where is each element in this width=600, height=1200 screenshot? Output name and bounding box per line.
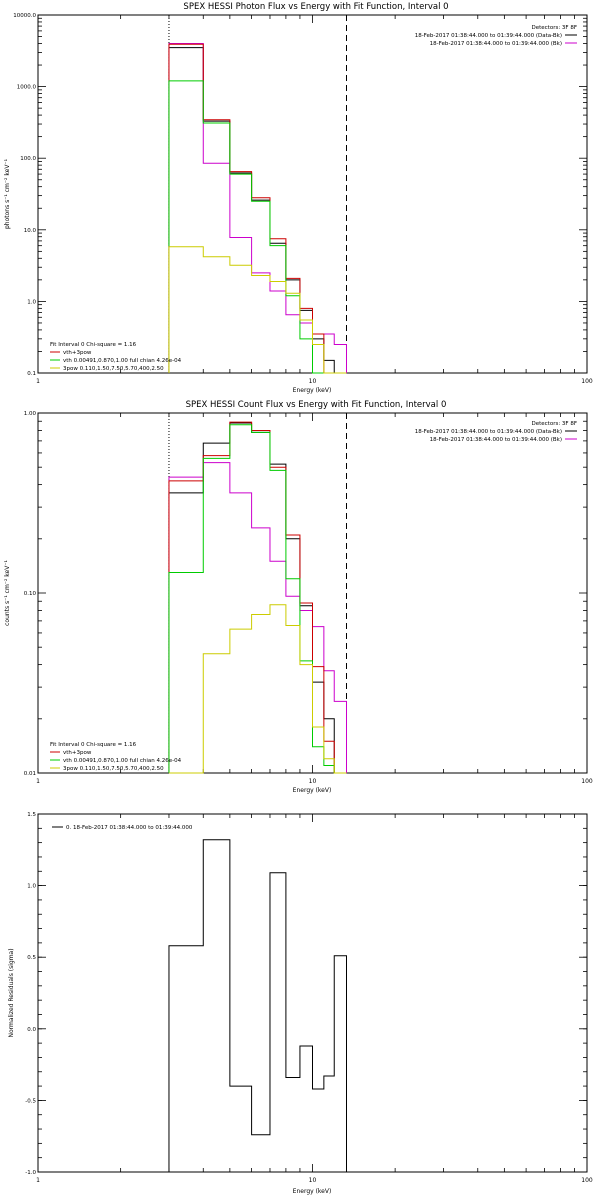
fit-entry-label: vth+3pow	[63, 350, 92, 356]
fit-entry-label: vth+3pow	[63, 750, 92, 756]
y-tick-label: 0.0	[27, 1027, 36, 1033]
legend-entry-label: 18-Feb-2017 01:38:44.000 to 01:39:44.000…	[415, 429, 562, 435]
y-axis-label: Normalized Residuals (sigma)	[8, 948, 15, 1037]
y-tick-label: 1.5	[27, 812, 36, 818]
spex-figure: SPEX HESSI Photon Flux vs Energy with Fi…	[0, 0, 600, 1200]
x-axis-label: Energy (keV)	[293, 787, 332, 794]
y-tick-label: 10.0	[24, 228, 37, 234]
y-tick-label: -0.5	[25, 1098, 36, 1104]
y-axis-label: counts s⁻¹ cm⁻² keV⁻¹	[4, 560, 11, 626]
y-tick-label: 0.01	[24, 771, 36, 777]
panel-title: SPEX HESSI Count Flux vs Energy with Fit…	[186, 400, 447, 410]
y-tick-label: 1.00	[24, 411, 37, 417]
fit-entry-label: vth 0.00491,0.870,1.00 full chian 4.26e-…	[63, 358, 182, 364]
fit-header: Fit Interval 0 Chi-square = 1.16	[50, 342, 137, 348]
y-tick-label: 10000.0	[13, 13, 36, 19]
legend-entry-label: 0. 18-Feb-2017 01:38:44.000 to 01:39:44.…	[66, 825, 193, 831]
y-tick-label: 1.0	[27, 884, 36, 890]
fit-entry-label: 3pow 0.110,1.50,7.50,5.70,400,2.50	[63, 766, 164, 772]
legend-entry-label: 18-Feb-2017 01:38:44.000 to 01:39:44.000…	[430, 437, 562, 443]
y-tick-label: 1000.0	[17, 85, 37, 91]
y-tick-label: 100.0	[20, 156, 36, 162]
legend-entry-label: 18-Feb-2017 01:38:44.000 to 01:39:44.000…	[415, 33, 562, 39]
x-tick-label: 100	[581, 1177, 593, 1184]
y-tick-label: 0.1	[27, 371, 36, 377]
y-axis-label: photons s⁻¹ cm⁻² keV⁻¹	[4, 158, 11, 229]
fit-entry-label: vth 0.00491,0.870,1.00 full chian 4.26e-…	[63, 758, 182, 764]
y-tick-label: 0.5	[27, 955, 36, 961]
x-tick-label: 10	[309, 778, 317, 785]
x-tick-label: 100	[581, 778, 593, 785]
y-tick-label: 1.0	[27, 299, 36, 305]
x-tick-label: 1	[36, 778, 40, 785]
x-tick-label: 1	[36, 1177, 40, 1184]
fit-header: Fit Interval 0 Chi-square = 1.16	[50, 742, 137, 748]
x-tick-label: 10	[309, 1177, 317, 1184]
legend-entry-label: 18-Feb-2017 01:38:44.000 to 01:39:44.000…	[430, 41, 562, 47]
x-tick-label: 10	[309, 378, 317, 385]
x-tick-label: 100	[581, 378, 593, 385]
legend-header: Detectors: 3F 8F	[531, 421, 577, 427]
x-axis-label: Energy (keV)	[293, 387, 332, 394]
y-tick-label: -1.0	[25, 1170, 36, 1176]
fit-entry-label: 3pow 0.110,1.50,7.50,5.70,400,2.50	[63, 366, 164, 372]
x-axis-label: Energy (keV)	[293, 1188, 332, 1195]
panel-title: SPEX HESSI Photon Flux vs Energy with Fi…	[183, 2, 448, 12]
y-tick-label: 0.10	[24, 591, 37, 597]
x-tick-label: 1	[36, 378, 40, 385]
legend: 0. 18-Feb-2017 01:38:44.000 to 01:39:44.…	[52, 825, 193, 831]
legend-header: Detectors: 3F 8F	[531, 25, 577, 31]
